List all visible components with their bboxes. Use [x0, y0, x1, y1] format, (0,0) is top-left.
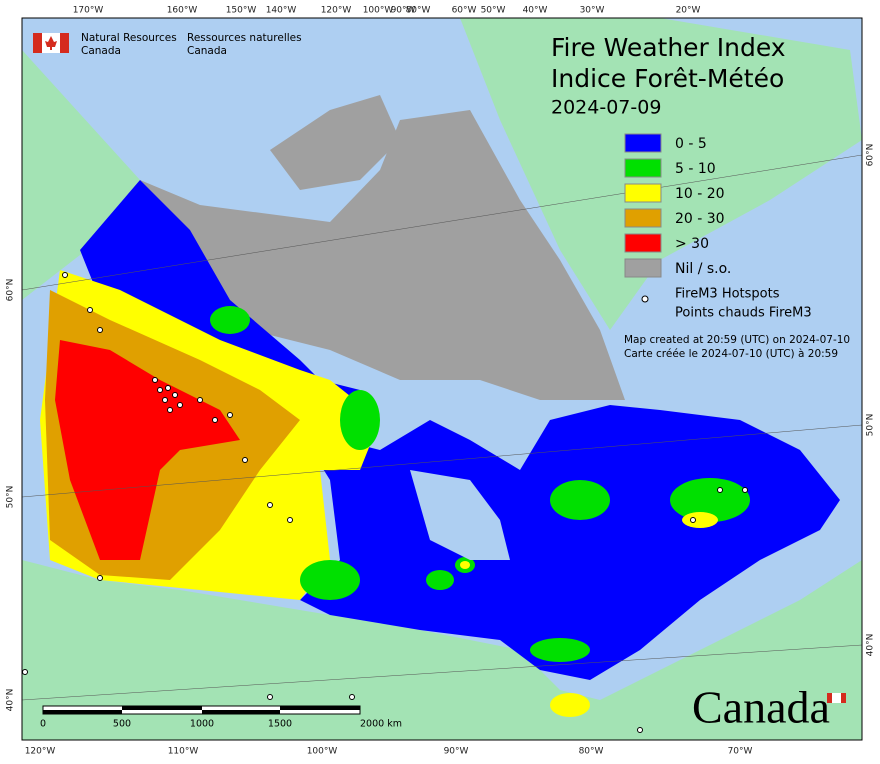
united-states — [22, 560, 862, 740]
wordmark-flag-bar — [841, 693, 846, 703]
longitude-label: 80°W — [579, 747, 604, 757]
wordmark-flag — [827, 693, 846, 703]
longitude-label: 60°W — [452, 6, 477, 16]
legend-label: 20 - 30 — [675, 211, 725, 227]
hotspots — [22, 272, 748, 733]
legend-label: 0 - 5 — [675, 136, 707, 152]
legend-swatch — [624, 233, 662, 253]
scale-segment — [280, 706, 360, 710]
scale-bar — [42, 705, 361, 715]
latitude-label: 40°N — [6, 689, 16, 712]
longitude-label: 150°W — [226, 6, 257, 16]
agency-en: Canada — [81, 45, 121, 57]
scale-label: 1500 — [268, 719, 292, 730]
latitude-label: 50°N — [866, 414, 876, 437]
scale-segment — [202, 710, 280, 714]
longitude-label: 40°W — [523, 6, 548, 16]
scale-label: 2000 km — [360, 719, 402, 730]
legend-swatch — [624, 158, 662, 178]
longitude-label: 70°W — [728, 747, 753, 757]
longitude-label: 120°W — [321, 6, 352, 16]
longitude-label: 100°W — [363, 6, 394, 16]
map-border — [21, 17, 863, 741]
longitude-label: 120°W — [25, 747, 56, 757]
fwi-over-30 — [55, 340, 240, 560]
legend-label: 10 - 20 — [675, 186, 725, 202]
latitude-label: 50°N — [6, 486, 16, 509]
flag-bar — [60, 33, 69, 53]
fwi-10-20-east — [460, 512, 718, 717]
wordmark-flag-bar — [827, 693, 832, 703]
legend-swatch — [624, 183, 662, 203]
longitude-label: 140°W — [266, 6, 297, 16]
longitude-label: 100°W — [307, 747, 338, 757]
hotspot-label: FireM3 Hotspots — [675, 287, 780, 302]
longitude-label: 110°W — [168, 747, 199, 757]
fwi-0-5 — [80, 180, 840, 680]
fwi-5-10 — [210, 306, 750, 662]
legend-swatch — [624, 133, 662, 153]
nrcan-signature: Natural Resources Canada Ressources natu… — [33, 32, 302, 57]
arctic-island — [270, 95, 400, 190]
longitude-label: 80°W — [406, 6, 431, 16]
longitude-label: 20°W — [676, 6, 701, 16]
legend: 0 - 5 5 - 10 10 - 20 20 - 30 > 30 Nil / s.o. — [624, 133, 731, 278]
legend-swatch — [624, 208, 662, 228]
date: 2024-07-09 — [551, 97, 661, 119]
scale-label: 1000 — [190, 719, 214, 730]
longitude-label: 90°W — [444, 747, 469, 757]
scale-labels: 0 500 1000 1500 2000 km — [40, 719, 402, 730]
longitude-label: 160°W — [167, 6, 198, 16]
legend-label: Nil / s.o. — [675, 261, 731, 277]
latitude-label: 40°N — [866, 634, 876, 657]
title: Indice Forêt-Météo — [551, 64, 784, 93]
longitude-label: 30°W — [580, 6, 605, 16]
graticule-labels: 170°W 160°W 150°W 140°W 120°W 100°W90°W80°W 60… — [6, 6, 876, 757]
legend-label: > 30 — [675, 236, 709, 252]
legend-label: 5 - 10 — [675, 161, 716, 177]
flag-bar — [33, 33, 42, 53]
legend-swatch — [624, 258, 662, 278]
scale-segment — [122, 706, 202, 710]
title: Fire Weather Index — [551, 33, 786, 62]
land — [22, 18, 862, 740]
scale-label: 500 — [113, 719, 131, 730]
agency-fr: Ressources naturelles — [187, 32, 302, 44]
scale-label: 0 — [40, 719, 46, 730]
alaska — [22, 50, 140, 300]
longitude-label: 50°W — [481, 6, 506, 16]
agency-en: Natural Resources — [81, 32, 177, 44]
scale-segment — [43, 710, 122, 714]
hudson-bay-coast — [410, 470, 510, 560]
latitude-label: 60°N — [6, 279, 16, 302]
hotspot-symbol — [641, 295, 649, 303]
hotspot-label: Points chauds FireM3 — [675, 306, 812, 321]
longitude-label: 170°W — [73, 6, 104, 16]
credit: Map created at 20:59 (UTC) on 2024-07-10 — [624, 334, 850, 346]
agency-fr: Canada — [187, 45, 227, 57]
credit: Carte créée le 2024-07-10 (UTC) à 20:59 — [624, 348, 838, 360]
longitude-label: 90°W — [391, 6, 416, 16]
wordmark: Canada — [692, 682, 830, 733]
latitude-label: 60°N — [866, 144, 876, 167]
maple-leaf — [45, 36, 57, 50]
graticule-lines — [21, 154, 863, 701]
